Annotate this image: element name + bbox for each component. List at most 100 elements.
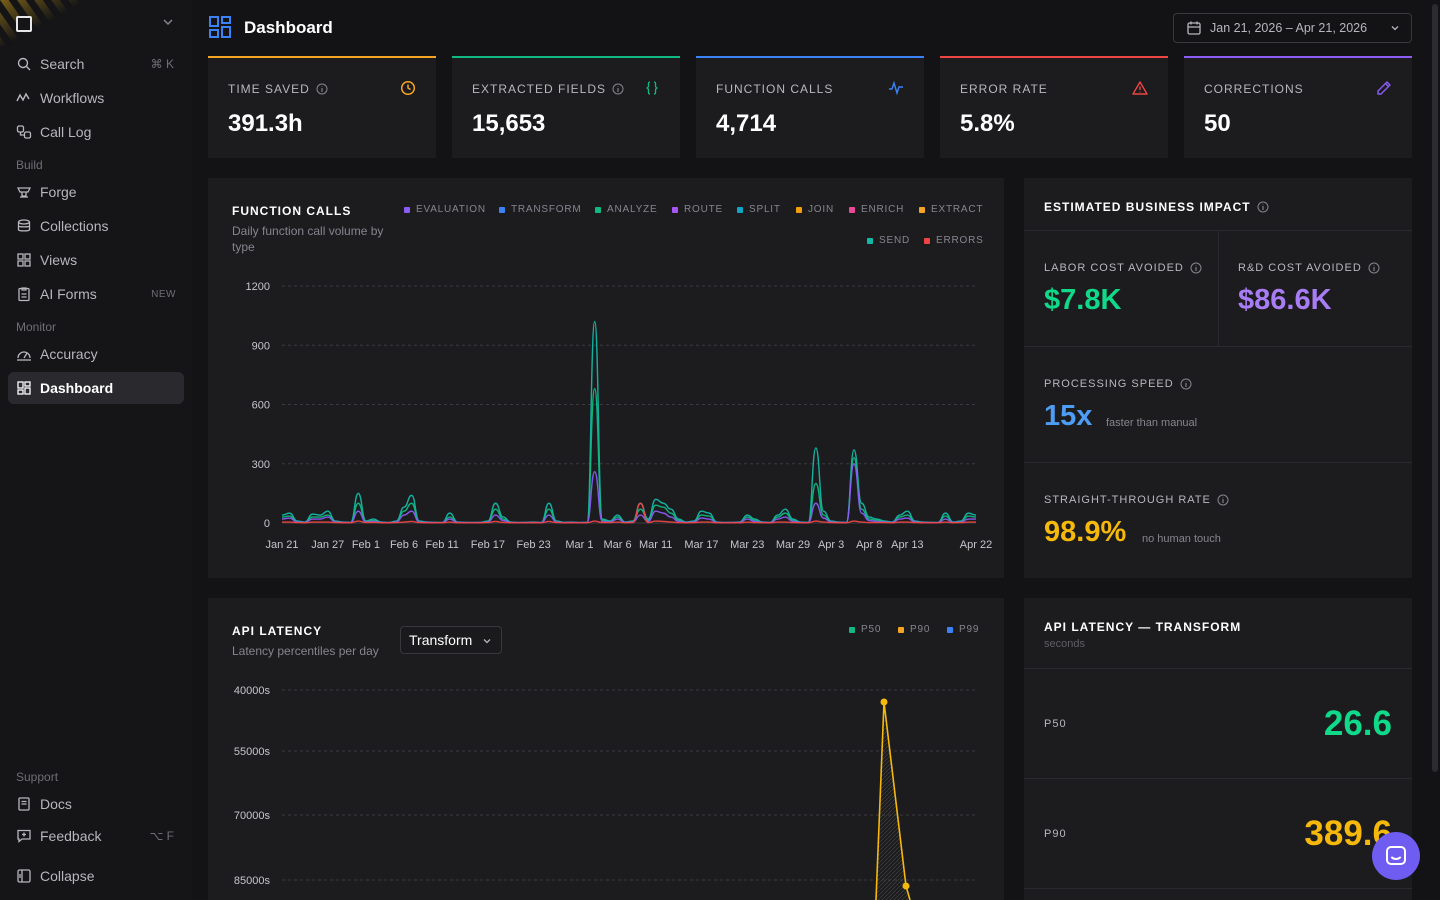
sidebar-item-label: Feedback <box>40 828 102 844</box>
series-line-p90[interactable] <box>875 701 911 900</box>
sidebar-item-label: Views <box>40 252 78 268</box>
y-tick-label: 0 <box>264 518 270 530</box>
divider <box>1218 230 1219 346</box>
activity-icon <box>889 80 903 96</box>
info-icon[interactable] <box>1190 262 1202 274</box>
x-tick-label: Feb 17 <box>471 539 505 551</box>
y-tick-label: 55000s <box>234 746 271 758</box>
legend-label: ENRICH <box>861 204 905 215</box>
legend-item-p90[interactable]: P90 <box>898 624 930 635</box>
stat-label-text: TIME SAVED <box>228 82 310 96</box>
legend-label: EXTRACT <box>931 204 984 215</box>
sidebar-item-label: AI Forms <box>40 286 97 302</box>
stat-label: ERROR RATE <box>960 82 1048 96</box>
api-latency-panel: API LATENCY Latency percentiles per day … <box>208 598 1004 900</box>
straight-through-rate-value: 98.9% <box>1044 516 1127 548</box>
chat-button[interactable] <box>1372 832 1420 880</box>
data-point[interactable] <box>902 882 910 890</box>
sidebar-collapse-icon <box>17 869 31 883</box>
sidebar-item-views[interactable]: Views <box>8 244 184 276</box>
collapse-button[interactable]: Collapse <box>8 860 184 892</box>
chevron-down-icon <box>163 19 173 26</box>
sidebar-item-feedback[interactable]: Feedback ⌥ F <box>8 820 184 852</box>
x-tick-label: Apr 13 <box>891 539 923 551</box>
grid-icon <box>17 253 31 267</box>
legend-label: ANALYZE <box>607 204 658 215</box>
legend-label: TRANSFORM <box>511 204 582 215</box>
sidebar-item-docs[interactable]: Docs <box>8 788 184 820</box>
legend-item-extract[interactable]: EXTRACT <box>919 204 983 215</box>
legend-label: JOIN <box>808 204 834 215</box>
sidebar-item-forge[interactable]: Forge <box>8 176 184 208</box>
y-tick-label: 1200 <box>246 281 270 293</box>
divider <box>1024 668 1412 669</box>
legend-swatch <box>672 206 678 213</box>
stat-value: 50 <box>1204 110 1231 137</box>
warning-icon <box>1132 81 1148 95</box>
chat-icon <box>1386 846 1406 865</box>
legend-item-send[interactable]: SEND <box>867 235 910 246</box>
legend-item-route[interactable]: ROUTE <box>672 204 723 215</box>
data-point[interactable] <box>880 698 888 706</box>
info-icon[interactable] <box>1217 494 1229 506</box>
info-icon[interactable] <box>612 83 624 95</box>
page-title: Dashboard <box>244 18 333 37</box>
sidebar-item-accuracy[interactable]: Accuracy <box>8 338 184 370</box>
legend-item-p99[interactable]: P99 <box>947 624 979 635</box>
series-line-analyze[interactable] <box>281 387 977 524</box>
workspace-switcher[interactable] <box>0 0 192 46</box>
stat-card-function-calls: FUNCTION CALLS 4,714 <box>696 56 924 158</box>
sidebar-item-search[interactable]: Search ⌘ K <box>8 48 184 80</box>
legend-swatch <box>898 626 904 633</box>
forge-icon <box>16 187 32 198</box>
date-range-picker[interactable]: Jan 21, 2026 – Apr 21, 2026 <box>1173 13 1412 43</box>
legend-item-errors[interactable]: ERRORS <box>924 235 984 246</box>
sidebar-item-dashboard[interactable]: Dashboard <box>8 372 184 404</box>
legend-label: SPLIT <box>749 204 781 215</box>
legend-item-analyze[interactable]: ANALYZE <box>595 204 657 215</box>
info-icon[interactable] <box>1368 262 1380 274</box>
legend-item-split[interactable]: SPLIT <box>737 204 781 215</box>
info-icon[interactable] <box>1180 378 1192 390</box>
divider <box>1024 462 1412 463</box>
sidebar-item-label: Call Log <box>40 124 92 140</box>
stat-card-extracted-fields: EXTRACTED FIELDS 15,653 <box>452 56 680 158</box>
sidebar-item-label: Search <box>40 56 85 72</box>
stat-label: EXTRACTED FIELDS <box>472 82 624 96</box>
y-tick-label: 40000s <box>234 685 271 697</box>
series-line-errors[interactable] <box>282 502 976 524</box>
panel-subtitle: Daily function call volume by type <box>232 224 384 254</box>
legend-item-join[interactable]: JOIN <box>796 204 834 215</box>
scrollbar[interactable] <box>1430 0 1440 900</box>
database-icon <box>17 219 31 232</box>
legend-item-transform[interactable]: TRANSFORM <box>499 204 582 215</box>
info-icon[interactable] <box>1257 201 1269 213</box>
legend-swatch <box>924 237 930 244</box>
legend-item-enrich[interactable]: ENRICH <box>849 204 904 215</box>
legend-item-p50[interactable]: P50 <box>849 624 881 635</box>
sidebar-item-ai-forms[interactable]: AI Forms NEW <box>8 278 184 310</box>
series-line-send[interactable] <box>281 320 977 524</box>
sidebar-item-call-log[interactable]: Call Log <box>8 116 184 148</box>
series-line-evaluation[interactable] <box>281 463 976 524</box>
section-build: Build <box>16 158 43 172</box>
latency-type-select[interactable]: Transform <box>400 626 502 654</box>
straight-through-rate-note: no human touch <box>1142 533 1221 545</box>
function-calls-panel: FUNCTION CALLS Daily function call volum… <box>208 178 1004 578</box>
sidebar-item-workflows[interactable]: Workflows <box>8 82 184 114</box>
impact-label-text: R&D COST AVOIDED <box>1238 262 1362 274</box>
info-icon[interactable] <box>316 83 328 95</box>
sidebar-item-label: Workflows <box>40 90 105 106</box>
scrollbar-thumb[interactable] <box>1432 4 1438 772</box>
x-tick-label: Apr 8 <box>856 539 882 551</box>
sidebar-item-collections[interactable]: Collections <box>8 210 184 242</box>
sidebar: Search ⌘ K Workflows Call Log Build Forg… <box>0 0 192 900</box>
x-tick-label: Feb 1 <box>352 539 380 551</box>
stat-value: 15,653 <box>472 110 546 137</box>
y-tick-label: 600 <box>252 400 270 412</box>
clipboard-icon <box>18 287 30 302</box>
legend-label: ROUTE <box>684 204 723 215</box>
legend-item-evaluation[interactable]: EVALUATION <box>404 204 486 215</box>
new-badge: NEW <box>151 288 176 300</box>
legend-swatch <box>947 626 953 633</box>
